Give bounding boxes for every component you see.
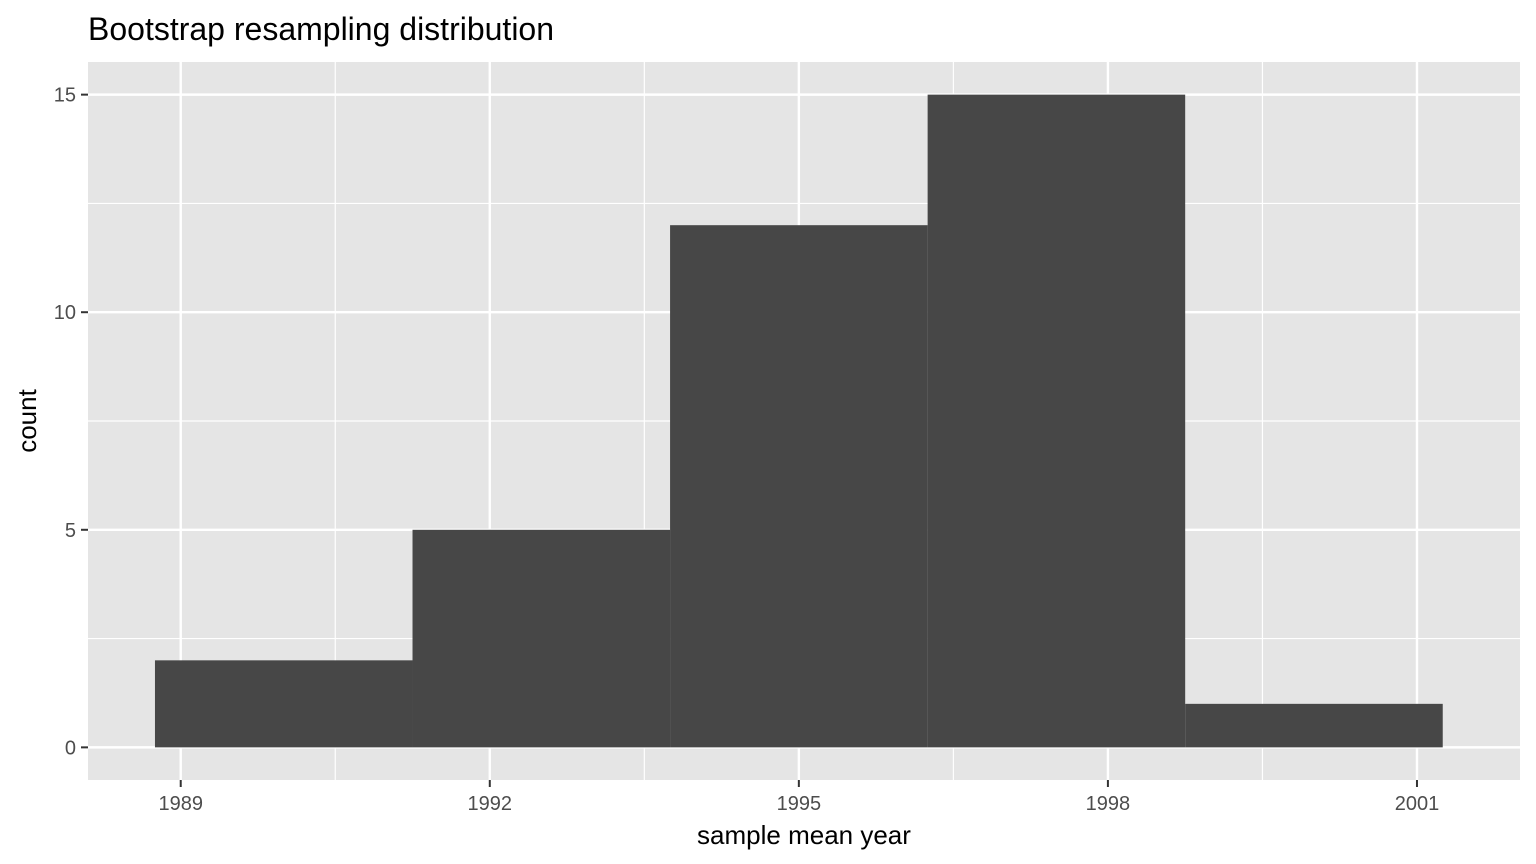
histogram-bar [1185,703,1443,748]
x-tick-label: 1992 [468,793,513,815]
histogram-bar [154,660,413,748]
y-tick-label: 15 [54,85,76,107]
histogram-bar [670,225,928,748]
x-axis: 1989 1992 1995 1998 2001 [158,780,1439,815]
y-tick-label: 0 [65,737,76,759]
y-tick-label: 5 [65,520,76,542]
chart-title: Bootstrap resampling distribution [88,11,554,47]
y-axis-title: count [12,388,42,452]
histogram-bars [154,94,1443,748]
x-tick-label: 1995 [777,793,822,815]
x-tick-label: 1998 [1086,793,1131,815]
x-tick-label: 1989 [158,793,203,815]
histogram-bar [412,529,671,748]
x-tick-label: 2001 [1395,793,1440,815]
y-axis: 0 5 10 15 [54,85,88,759]
y-tick-label: 10 [54,302,76,324]
histogram-bar [927,94,1186,748]
x-axis-title: sample mean year [697,820,911,850]
